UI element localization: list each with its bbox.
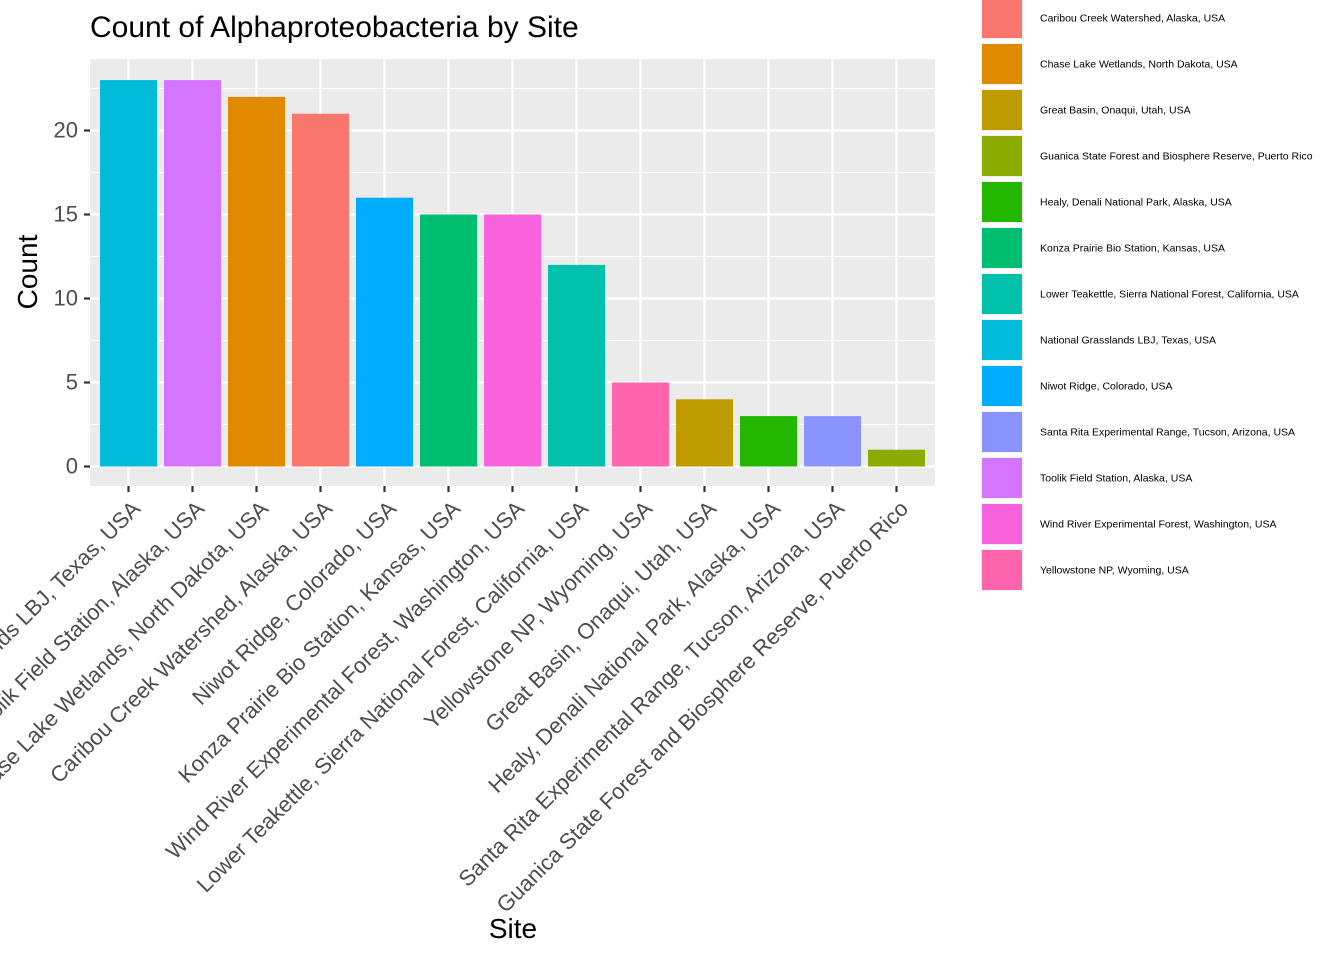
legend-swatch [982, 228, 1022, 268]
legend-swatch [982, 458, 1022, 498]
chart-title: Count of Alphaproteobacteria by Site [90, 11, 579, 44]
y-tick-label: 15 [54, 202, 78, 227]
legend-swatch [982, 366, 1022, 406]
bars-group [100, 80, 925, 467]
legend-swatch [982, 0, 1022, 38]
legend-label: Guanica State Forest and Biosphere Reser… [1040, 151, 1313, 163]
y-tick-label: 5 [66, 370, 78, 395]
legend-swatch [982, 44, 1022, 84]
legend-label: Santa Rita Experimental Range, Tucson, A… [1040, 427, 1295, 439]
bar [612, 382, 669, 467]
legend-label: Niwot Ridge, Colorado, USA [1040, 381, 1172, 393]
y-tick-label: 20 [54, 118, 78, 143]
bar [676, 399, 733, 467]
legend-swatch [982, 320, 1022, 360]
x-tick-label: Guanica State Forest and Biosphere Reser… [492, 496, 913, 917]
legend-swatch [982, 504, 1022, 544]
legend-label: Caribou Creek Watershed, Alaska, USA [1040, 13, 1225, 25]
legend-label: Wind River Experimental Forest, Washingt… [1040, 519, 1277, 531]
bar [292, 113, 349, 467]
legend-label: Yellowstone NP, Wyoming, USA [1040, 565, 1189, 577]
legend-label: Lower Teakettle, Sierra National Forest,… [1040, 289, 1299, 301]
bar [420, 214, 477, 467]
bar [100, 80, 157, 467]
bar [868, 449, 925, 467]
legend: Caribou Creek Watershed, Alaska, USA Chas… [981, 0, 1313, 591]
bar [228, 96, 285, 467]
x-tick-label: Yellowstone NP, Wyoming, USA [419, 496, 657, 734]
y-tick-label: 10 [54, 286, 78, 311]
legend-label: Chase Lake Wetlands, North Dakota, USA [1040, 59, 1238, 71]
legend-label: Konza Prairie Bio Station, Kansas, USA [1040, 243, 1225, 255]
bar [740, 416, 797, 467]
bar [804, 416, 861, 467]
x-axis-title: Site [489, 913, 537, 944]
legend-label: Great Basin, Onaqui, Utah, USA [1040, 105, 1191, 117]
x-tick-label: Healy, Denali National Park, Alaska, USA [483, 496, 785, 798]
y-axis: 0 5 10 15 20 [54, 118, 90, 479]
legend-swatch [982, 550, 1022, 590]
legend-swatch [982, 136, 1022, 176]
legend-swatch [982, 274, 1022, 314]
legend-swatch [982, 182, 1022, 222]
bar [548, 264, 605, 467]
bar [484, 214, 541, 467]
y-tick-label: 0 [66, 454, 78, 479]
legend-label: Toolik Field Station, Alaska, USA [1040, 473, 1192, 485]
bar [164, 80, 221, 467]
x-tick-label: Great Basin, Onaqui, Utah, USA [480, 496, 721, 737]
legend-swatch [982, 412, 1022, 452]
legend-label: Healy, Denali National Park, Alaska, USA [1040, 197, 1232, 209]
bar [356, 197, 413, 467]
x-axis: National Grasslands LBJ, Texas, USATooli… [0, 486, 913, 917]
legend-label: National Grasslands LBJ, Texas, USA [1040, 335, 1216, 347]
y-axis-title: Count [12, 234, 43, 309]
legend-swatch [982, 90, 1022, 130]
